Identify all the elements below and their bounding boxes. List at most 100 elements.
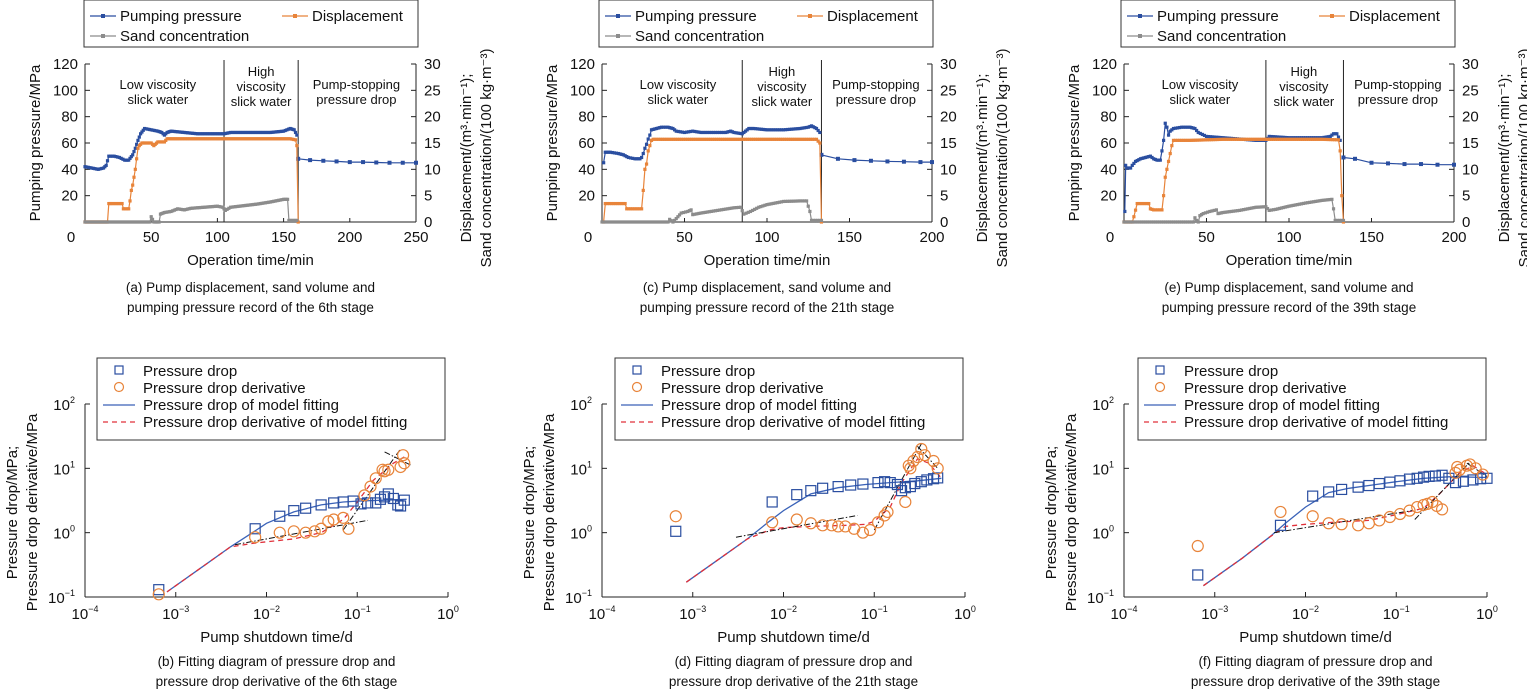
data-point xyxy=(1419,162,1423,167)
legend-label: Displacement xyxy=(312,8,404,25)
data-point xyxy=(1353,156,1357,161)
data-point xyxy=(724,137,728,141)
series-line-pumping-pressure-shut-in- xyxy=(298,158,416,164)
x-tick-label: 10−2 xyxy=(770,604,797,623)
derivative-point xyxy=(308,525,321,538)
data-point xyxy=(1137,201,1141,206)
series-line-pumping-pressure-shut-in- xyxy=(821,154,932,163)
data-point xyxy=(1181,220,1185,224)
data-point xyxy=(1133,208,1138,212)
data-point xyxy=(623,201,627,206)
data-point xyxy=(709,130,713,135)
data-point xyxy=(265,130,269,135)
data-point xyxy=(1304,137,1309,141)
legend-label: Sand concentration xyxy=(635,28,764,45)
data-point xyxy=(624,220,628,224)
derivative-point xyxy=(1469,462,1482,475)
pressure-drop-point xyxy=(1423,470,1435,482)
data-point xyxy=(779,200,784,204)
y2-tick-label: 15 xyxy=(424,135,441,152)
data-point xyxy=(641,188,645,192)
data-point xyxy=(1190,126,1194,130)
data-point xyxy=(292,128,296,132)
data-point xyxy=(1184,138,1188,142)
data-point xyxy=(730,206,734,210)
data-point xyxy=(727,129,731,134)
data-point xyxy=(85,165,89,169)
data-point xyxy=(1138,220,1142,224)
data-point xyxy=(614,220,618,224)
data-point xyxy=(819,218,824,223)
data-point xyxy=(1341,155,1346,160)
data-point xyxy=(1258,205,1262,209)
data-point xyxy=(1336,138,1341,142)
data-point xyxy=(806,125,810,129)
data-point xyxy=(672,137,676,141)
data-point xyxy=(260,130,264,135)
data-point xyxy=(1242,208,1246,212)
derivative-point xyxy=(1435,503,1449,516)
data-point xyxy=(1326,135,1330,139)
data-point xyxy=(192,206,196,210)
data-point xyxy=(179,207,183,211)
pressure-drop-point xyxy=(1436,469,1448,481)
y2-tick-label: 30 xyxy=(940,56,957,73)
data-point xyxy=(868,158,873,163)
data-point xyxy=(749,137,754,141)
data-point xyxy=(1145,201,1149,206)
legend-marker xyxy=(1138,14,1142,18)
data-point xyxy=(786,199,790,203)
data-point xyxy=(1216,211,1220,216)
pressure-drop-point xyxy=(1192,569,1204,581)
data-point xyxy=(176,207,180,211)
data-point xyxy=(751,137,756,141)
data-point xyxy=(794,127,798,131)
data-point xyxy=(759,127,763,131)
data-point xyxy=(792,137,796,141)
data-point xyxy=(666,220,670,224)
data-point xyxy=(668,126,672,130)
data-point xyxy=(1281,205,1285,210)
data-point xyxy=(1186,138,1190,142)
data-point xyxy=(1330,138,1334,142)
data-point xyxy=(1267,137,1272,141)
data-point xyxy=(705,130,709,135)
data-point xyxy=(1213,137,1217,142)
data-point xyxy=(674,216,678,221)
stage-label: pressure drop xyxy=(836,92,916,107)
pressure-drop-point xyxy=(1467,474,1479,486)
data-point xyxy=(1146,220,1150,224)
data-point xyxy=(790,199,794,203)
data-point xyxy=(715,130,720,135)
data-point xyxy=(736,131,740,135)
data-point xyxy=(187,207,191,211)
data-point xyxy=(1219,211,1223,215)
data-point xyxy=(245,203,249,207)
y-tick-label: 102 xyxy=(570,395,592,414)
data-point xyxy=(114,155,118,159)
data-point xyxy=(1330,197,1334,201)
data-point xyxy=(636,207,640,211)
data-point xyxy=(780,137,785,141)
data-point xyxy=(1193,126,1197,131)
pressure-drop-point xyxy=(153,584,165,596)
data-point xyxy=(257,130,261,135)
stage-label: pressure drop xyxy=(316,92,396,107)
data-point xyxy=(176,130,180,134)
data-point xyxy=(730,137,734,141)
data-point xyxy=(655,137,659,141)
data-point xyxy=(1252,206,1256,210)
data-point xyxy=(1142,156,1146,160)
data-point xyxy=(1283,135,1287,140)
legend-label: Sand concentration xyxy=(120,28,249,45)
data-point xyxy=(400,160,405,165)
data-point xyxy=(660,220,664,224)
data-point xyxy=(726,207,730,211)
y-tick-label: 40 xyxy=(61,161,78,178)
data-point xyxy=(1244,207,1248,211)
data-point xyxy=(615,201,619,206)
data-point xyxy=(786,137,790,141)
data-point xyxy=(1238,137,1243,141)
data-point xyxy=(1256,205,1260,209)
